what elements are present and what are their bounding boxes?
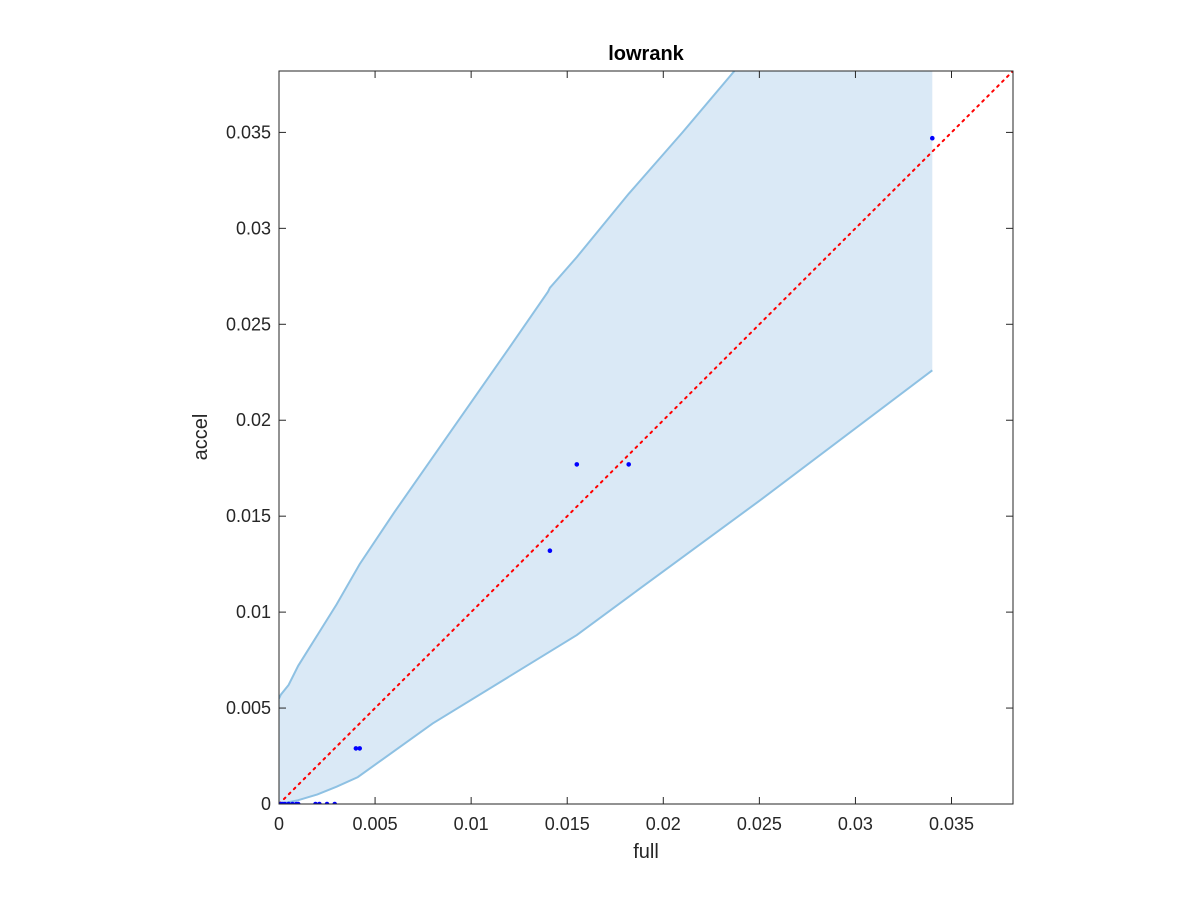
y-axis-label: accel bbox=[190, 414, 212, 461]
band-fill bbox=[279, 71, 933, 804]
x-tick-label: 0.005 bbox=[353, 814, 398, 834]
data-point bbox=[332, 801, 337, 804]
reference-line bbox=[279, 71, 1013, 804]
x-axis-label: full bbox=[633, 841, 659, 863]
y-tick-label: 0.035 bbox=[226, 122, 271, 142]
x-axis-ticks: 0 0.005 0.01 0.015 0.02 0.025 0.03 0.035 bbox=[274, 71, 974, 834]
x-tick-label: 0.02 bbox=[646, 814, 681, 834]
y-tick-label: 0 bbox=[261, 794, 271, 814]
data-point bbox=[290, 801, 295, 804]
y-tick-label: 0.025 bbox=[226, 314, 271, 334]
y-axis-ticks: 0 0.005 0.01 0.015 0.02 0.025 0.03 0.035 bbox=[226, 122, 1013, 814]
reference-line-layer bbox=[279, 71, 1013, 804]
x-tick-label: 0.035 bbox=[929, 814, 974, 834]
band-upper-edge bbox=[279, 71, 736, 699]
data-point bbox=[930, 135, 935, 141]
x-tick-label: 0.025 bbox=[737, 814, 782, 834]
data-point bbox=[324, 801, 330, 804]
data-point bbox=[357, 746, 363, 751]
y-tick-label: 0.005 bbox=[226, 698, 271, 718]
chart-title: lowrank bbox=[608, 43, 684, 65]
y-tick-label: 0.02 bbox=[236, 410, 271, 430]
data-point bbox=[286, 801, 291, 804]
data-point bbox=[282, 801, 288, 804]
x-tick-label: 0.015 bbox=[545, 814, 590, 834]
data-point bbox=[317, 801, 322, 804]
axes-box bbox=[278, 70, 1014, 805]
confidence-band bbox=[279, 71, 933, 804]
x-tick-label: 0.03 bbox=[838, 814, 873, 834]
data-point bbox=[626, 462, 631, 467]
data-point bbox=[353, 746, 359, 751]
data-point bbox=[574, 462, 580, 467]
x-tick-label: 0.01 bbox=[454, 814, 489, 834]
band-lower-edge bbox=[279, 369, 933, 804]
y-tick-label: 0.01 bbox=[236, 602, 271, 622]
data-point bbox=[295, 801, 301, 804]
x-tick-label: 0 bbox=[274, 814, 284, 834]
data-point bbox=[313, 801, 318, 804]
y-tick-label: 0.015 bbox=[226, 506, 271, 526]
scatter-points bbox=[279, 135, 935, 804]
y-tick-label: 0.03 bbox=[236, 218, 271, 238]
plot-area bbox=[279, 71, 1013, 804]
data-point bbox=[547, 548, 553, 553]
